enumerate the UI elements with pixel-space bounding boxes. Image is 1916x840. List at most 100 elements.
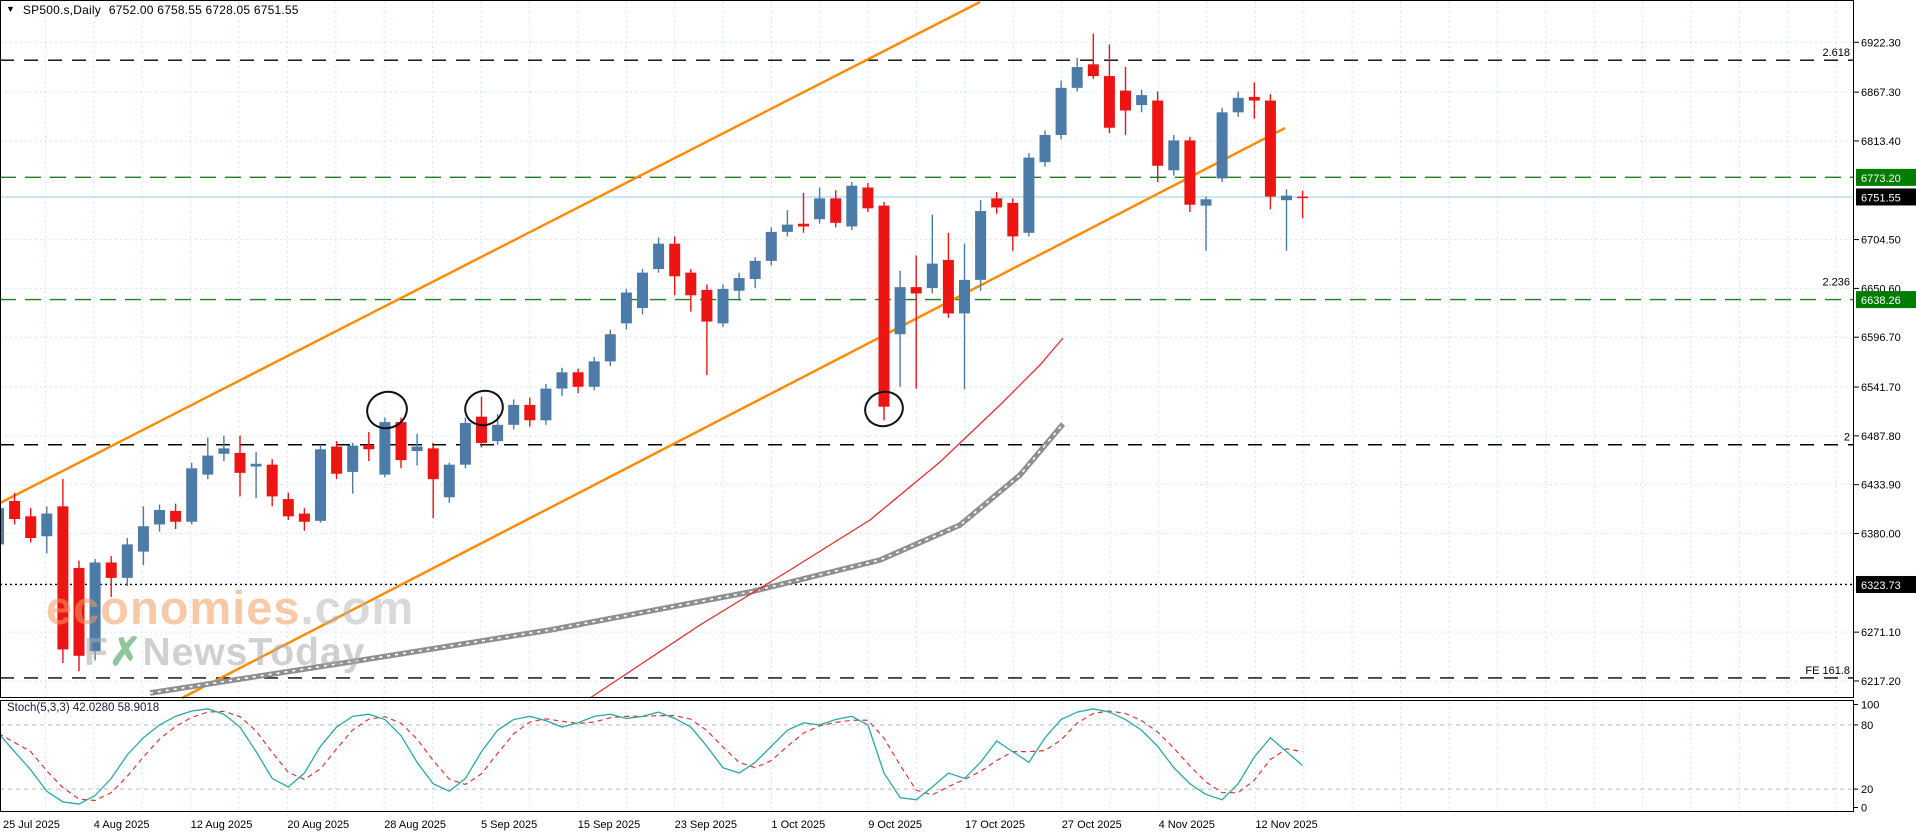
channel-upper[interactable]: [0, 0, 981, 505]
candle-body[interactable]: [749, 260, 761, 279]
candle-body[interactable]: [942, 259, 954, 314]
circle-annotation[interactable]: [362, 387, 411, 434]
trend-channel[interactable]: [0, 0, 1286, 700]
candle-body[interactable]: [218, 448, 230, 454]
candle-body[interactable]: [1297, 196, 1309, 199]
candle-body[interactable]: [347, 445, 359, 472]
candle-body[interactable]: [9, 500, 21, 520]
candle-body[interactable]: [137, 526, 149, 552]
candle-body[interactable]: [1103, 76, 1115, 128]
candle-body[interactable]: [186, 468, 198, 522]
candle-body[interactable]: [315, 449, 326, 521]
candle-body[interactable]: [878, 205, 890, 407]
candle-body[interactable]: [669, 243, 681, 277]
candle-body[interactable]: [798, 223, 809, 227]
candle-body[interactable]: [395, 422, 407, 461]
stochastic-panel[interactable]: [0, 708, 1853, 805]
candle-body[interactable]: [282, 499, 294, 517]
candle-body[interactable]: [991, 198, 1003, 208]
candle-body[interactable]: [572, 372, 584, 387]
candle-body[interactable]: [250, 463, 262, 467]
candle-body[interactable]: [1152, 100, 1164, 166]
candle-body[interactable]: [73, 567, 85, 656]
candle-body[interactable]: [443, 464, 455, 498]
candle-body[interactable]: [1055, 87, 1067, 135]
candle-body[interactable]: [154, 509, 165, 525]
channel-lower[interactable]: [181, 126, 1286, 700]
candle-body[interactable]: [1039, 134, 1051, 163]
candle-body[interactable]: [234, 452, 246, 473]
candle-body[interactable]: [926, 263, 938, 289]
candle-body[interactable]: [1023, 157, 1035, 233]
candle-body[interactable]: [411, 446, 423, 452]
candle-body[interactable]: [1168, 140, 1180, 171]
candle-body[interactable]: [1184, 140, 1196, 205]
gray-ma-line[interactable]: [149, 422, 1066, 696]
price-badge-label: 6323.73: [1861, 580, 1901, 592]
candle-body[interactable]: [910, 287, 922, 294]
candle-body[interactable]: [170, 510, 182, 522]
circle-annotation[interactable]: [461, 386, 508, 430]
symbol-dropdown-arrow-icon[interactable]: ▼: [6, 4, 15, 14]
candle-body[interactable]: [588, 361, 600, 387]
date-label: 4 Nov 2025: [1159, 819, 1215, 831]
candle-body[interactable]: [459, 423, 471, 465]
candle-body[interactable]: [379, 422, 391, 475]
price-axis[interactable]: 6922.306867.306813.406704.506650.606596.…: [1853, 37, 1916, 815]
candle-body[interactable]: [298, 513, 310, 522]
time-axis[interactable]: 25 Jul 2025 4 Aug 2025 12 Aug 2025 20 Aug 2…: [3, 819, 1318, 831]
candle-body[interactable]: [604, 334, 616, 362]
candle-body[interactable]: [89, 562, 101, 652]
circle-annotation[interactable]: [861, 387, 908, 431]
candle-body[interactable]: [476, 416, 487, 443]
candle-body[interactable]: [492, 424, 504, 442]
date-label: 4 Aug 2025: [94, 819, 150, 831]
candle-body[interactable]: [1232, 97, 1244, 113]
candle-body[interactable]: [894, 287, 906, 335]
red-ma-line[interactable]: [589, 337, 1064, 699]
candle-body[interactable]: [524, 404, 536, 421]
candle-body[interactable]: [637, 272, 648, 308]
candle-body[interactable]: [1120, 90, 1131, 111]
candle-body[interactable]: [846, 185, 858, 227]
candle-body[interactable]: [781, 224, 793, 232]
candle-body[interactable]: [975, 211, 987, 280]
candle-body[interactable]: [41, 513, 53, 537]
candle-body[interactable]: [508, 404, 520, 425]
candle-body[interactable]: [1071, 67, 1083, 88]
candle-body[interactable]: [363, 444, 375, 450]
candle-body[interactable]: [814, 198, 826, 220]
candle-body[interactable]: [57, 506, 69, 650]
candle-body[interactable]: [653, 243, 665, 270]
candle-body[interactable]: [701, 289, 713, 322]
candle-body[interactable]: [830, 198, 842, 223]
candle-body[interactable]: [1087, 64, 1099, 77]
candle-body[interactable]: [685, 272, 697, 296]
candle-body[interactable]: [1200, 199, 1212, 206]
candle-body[interactable]: [717, 288, 729, 324]
candle-body[interactable]: [121, 544, 133, 578]
candle-body[interactable]: [1248, 96, 1260, 101]
candle-body[interactable]: [1136, 95, 1148, 106]
candle-body[interactable]: [620, 292, 632, 324]
candle-body[interactable]: [0, 508, 4, 545]
candle-body[interactable]: [105, 562, 117, 578]
candle-body[interactable]: [540, 388, 552, 421]
candle-body[interactable]: [959, 279, 970, 314]
candle-body[interactable]: [1216, 112, 1228, 179]
candle-body[interactable]: [25, 516, 37, 539]
candle-body[interactable]: [427, 448, 439, 480]
candle-body[interactable]: [1264, 100, 1276, 197]
candle-body[interactable]: [733, 278, 745, 291]
candle-body[interactable]: [765, 231, 777, 261]
date-label: 15 Sep 2025: [578, 819, 640, 831]
candle-body[interactable]: [862, 187, 874, 209]
candle-body[interactable]: [1281, 195, 1292, 201]
candle-body[interactable]: [331, 446, 343, 474]
date-label: 12 Aug 2025: [191, 819, 253, 831]
candle-body[interactable]: [1007, 202, 1019, 237]
candle-body[interactable]: [202, 455, 214, 475]
candle-body[interactable]: [556, 372, 568, 389]
candle-body[interactable]: [266, 464, 278, 497]
